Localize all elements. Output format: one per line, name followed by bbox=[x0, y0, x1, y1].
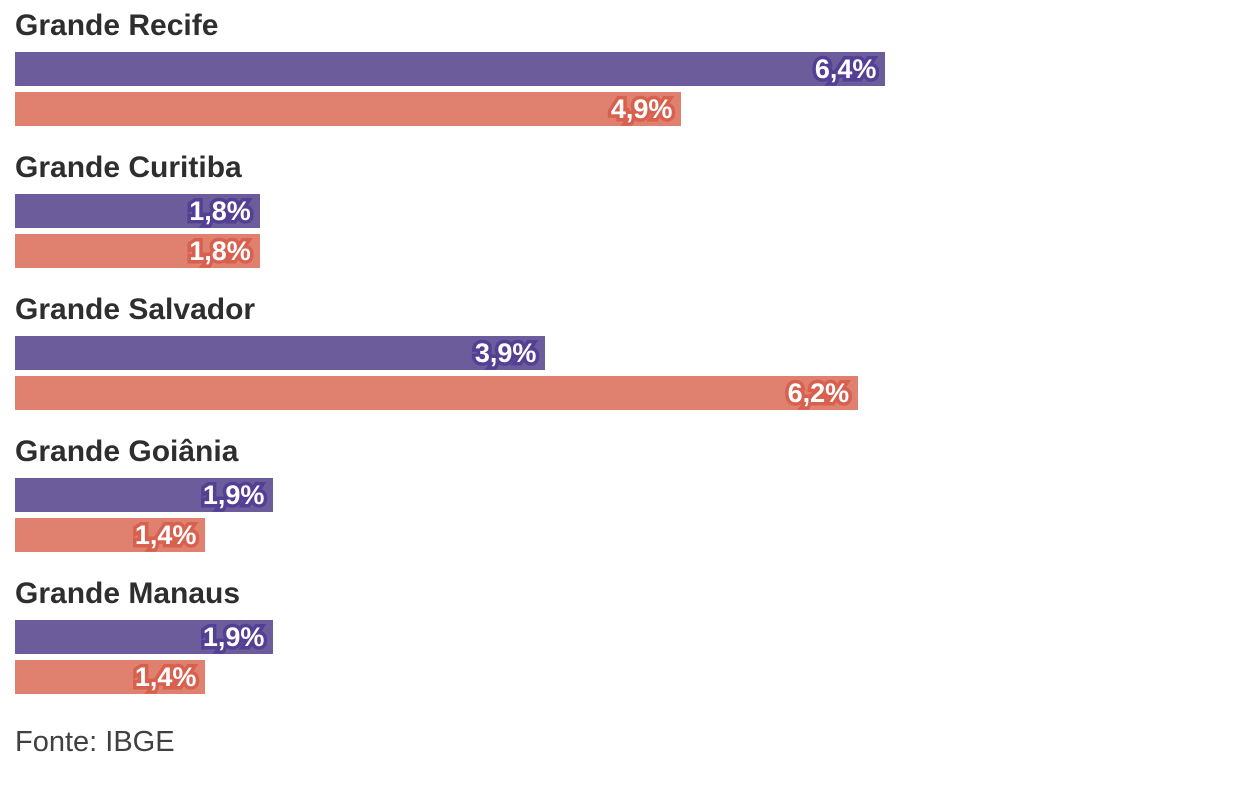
bar-series1: 6,4% bbox=[15, 52, 886, 86]
bar-series2: 4,9% bbox=[15, 92, 682, 126]
bar-series1: 1,9% bbox=[15, 620, 274, 654]
value-label: 1,4% bbox=[135, 663, 197, 691]
source-note: Fonte: IBGE bbox=[15, 726, 175, 758]
bar-group-grande-manaus: Grande Manaus 1,9% 1,4% bbox=[15, 577, 1219, 694]
value-label: 1,9% bbox=[203, 481, 265, 509]
bar-series1: 1,9% bbox=[15, 478, 274, 512]
value-label: 1,8% bbox=[189, 237, 251, 265]
category-label: Grande Salvador bbox=[15, 293, 256, 326]
bar-series1: 1,8% bbox=[15, 194, 260, 228]
category-label: Grande Curitiba bbox=[15, 151, 242, 184]
value-label: 4,9% bbox=[611, 95, 673, 123]
category-label: Grande Manaus bbox=[15, 577, 241, 610]
value-label: 3,9% bbox=[475, 339, 537, 367]
bar-group-grande-goiania: Grande Goiânia 1,9% 1,4% bbox=[15, 435, 1219, 552]
bar-series1: 3,9% bbox=[15, 336, 546, 370]
bar-series2: 1,4% bbox=[15, 518, 206, 552]
category-label: Grande Recife bbox=[15, 9, 219, 42]
bar-chart: Grande Recife 6,4% 4,9% Grande Curitiba … bbox=[0, 0, 1234, 759]
value-label: 6,4% bbox=[815, 55, 877, 83]
value-label: 1,8% bbox=[189, 197, 251, 225]
bar-group-grande-recife: Grande Recife 6,4% 4,9% bbox=[15, 9, 1219, 126]
value-label: 1,9% bbox=[203, 623, 265, 651]
value-label: 6,2% bbox=[788, 379, 850, 407]
bar-series2: 1,8% bbox=[15, 234, 260, 268]
category-label: Grande Goiânia bbox=[15, 435, 239, 468]
bar-series2: 6,2% bbox=[15, 376, 859, 410]
bar-group-grande-curitiba: Grande Curitiba 1,8% 1,8% bbox=[15, 151, 1219, 268]
bar-series2: 1,4% bbox=[15, 660, 206, 694]
bar-group-grande-salvador: Grande Salvador 3,9% 6,2% bbox=[15, 293, 1219, 410]
value-label: 1,4% bbox=[135, 521, 197, 549]
